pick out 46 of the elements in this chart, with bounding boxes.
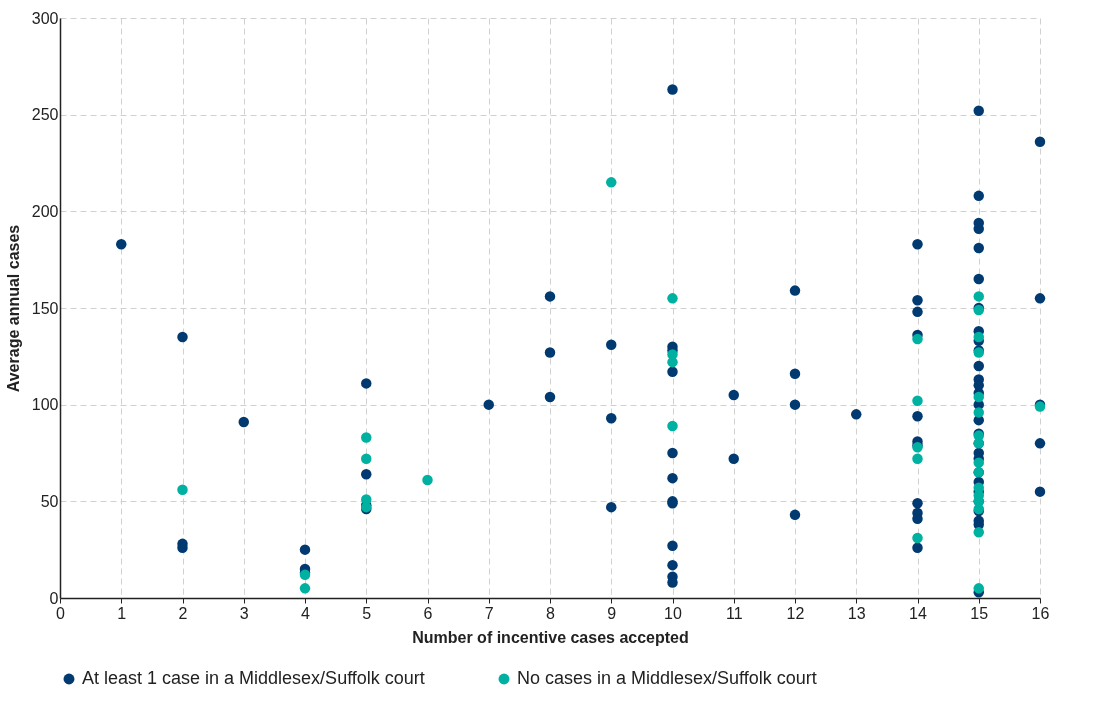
- x-tick-label: 6: [423, 604, 433, 622]
- point: [912, 532, 923, 544]
- y-tick-label: 100: [31, 396, 59, 414]
- y-axis-title: Average annual cases: [4, 224, 22, 393]
- point: [973, 583, 984, 594]
- point: [973, 407, 984, 418]
- point: [973, 391, 984, 403]
- point: [422, 474, 433, 486]
- legend-label: No cases in a Middlesex/Suffolk court: [517, 668, 817, 688]
- point: [973, 331, 984, 343]
- x-tick-label: 14: [909, 604, 927, 622]
- x-tick-label: 7: [484, 604, 494, 622]
- y-tick-label: 50: [40, 492, 59, 510]
- y-tick-label: 150: [31, 299, 59, 317]
- point: [299, 583, 311, 594]
- x-tick-label: 9: [607, 604, 617, 622]
- x-tick-label: 13: [847, 604, 866, 622]
- x-axis-title: Number of incentive cases accepted: [412, 628, 689, 646]
- point: [667, 293, 678, 304]
- x-tick-label: 8: [546, 604, 556, 622]
- x-tick-label: 3: [239, 604, 249, 622]
- point: [667, 420, 678, 432]
- point: [361, 432, 372, 443]
- x-tick-label: 12: [786, 604, 805, 622]
- x-tick-label: 15: [970, 604, 989, 622]
- x-tick-label: 11: [725, 604, 743, 622]
- x-tick-label: 4: [301, 604, 311, 622]
- legend-label: At least 1 case in a Middlesex/Suffolk court: [82, 668, 425, 688]
- point: [973, 527, 984, 538]
- y-tick-label: 250: [31, 106, 59, 124]
- point: [973, 457, 984, 468]
- x-tick-label: 2: [178, 604, 188, 622]
- x-tick-label: 5: [362, 604, 372, 622]
- y-tick-label: 0: [49, 589, 59, 607]
- point: [973, 291, 984, 302]
- point: [177, 484, 188, 495]
- y-tick-label: 200: [31, 202, 59, 220]
- point: [912, 395, 923, 407]
- point: [361, 453, 372, 465]
- x-tick-label: 1: [117, 604, 127, 622]
- x-tick-label: 10: [664, 604, 682, 622]
- y-tick-label: 300: [31, 9, 59, 27]
- x-tick-label: 16: [1031, 604, 1050, 622]
- point: [912, 333, 923, 345]
- point: [606, 177, 617, 188]
- point: [912, 453, 923, 465]
